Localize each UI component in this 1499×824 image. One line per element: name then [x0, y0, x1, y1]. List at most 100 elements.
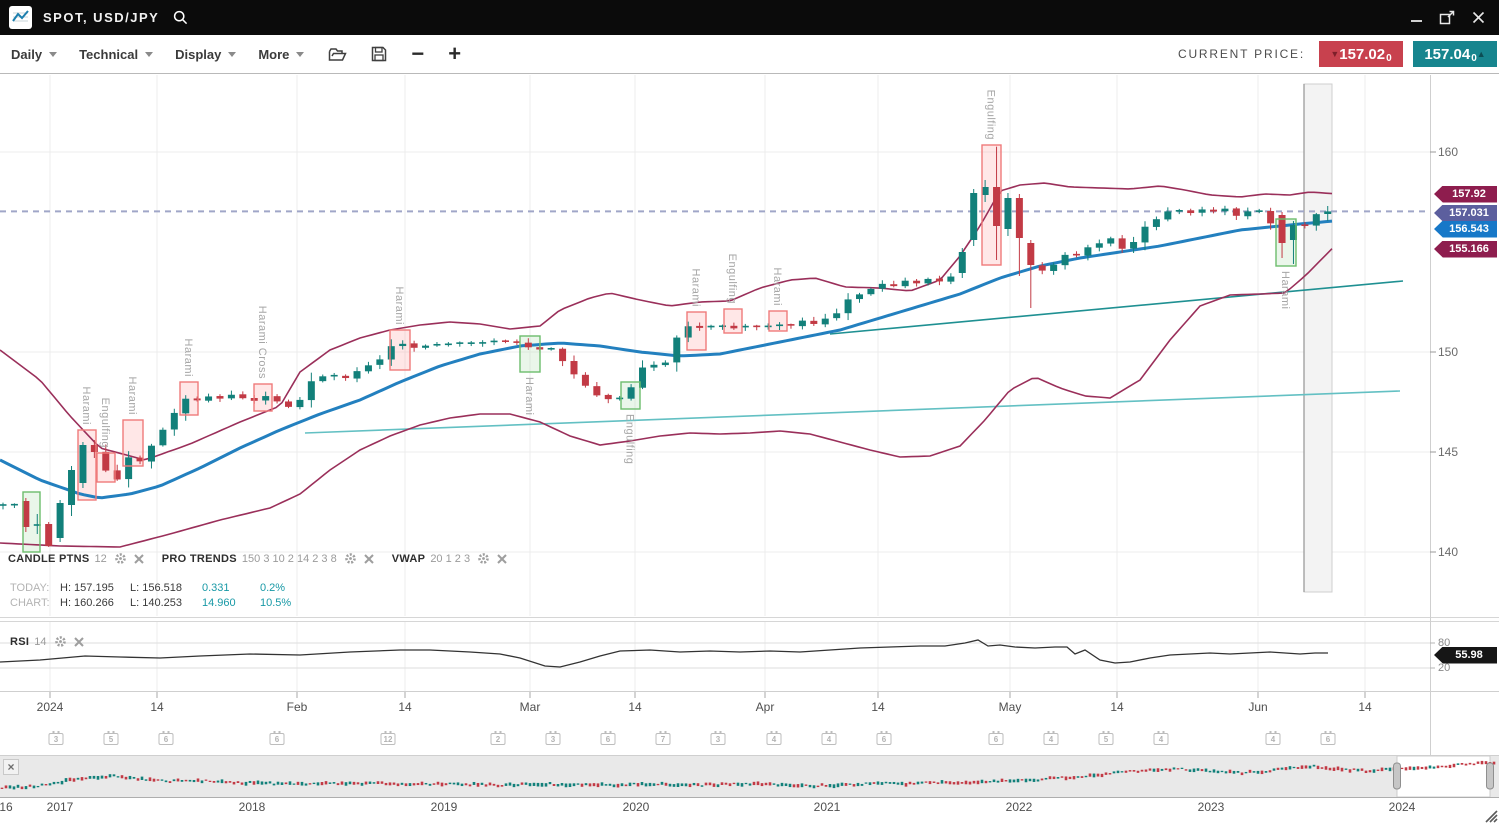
pattern-label: Harami [126, 377, 138, 415]
indicator-pro-trends-params: 150 3 10 2 14 2 3 8 [241, 552, 337, 565]
calendar-event-icon[interactable]: 6 [269, 731, 285, 745]
menu-technical-label: Technical [79, 46, 139, 62]
calendar-event-icon[interactable]: 6 [988, 731, 1004, 745]
calendar-event-icon[interactable]: 3 [48, 731, 64, 745]
price-axis-label: 145 [1438, 445, 1459, 459]
gear-icon[interactable] [344, 552, 357, 565]
date-axis-label: 14 [1110, 700, 1124, 714]
chart-label: CHART: [10, 596, 50, 609]
date-axis-label: 14 [1358, 700, 1372, 714]
title-bar: SPOT, USD/JPY [0, 0, 1499, 35]
indicator-candle-ptns-label: CANDLE PTNS [8, 552, 90, 565]
menu-technical[interactable]: Technical [79, 46, 154, 62]
calendar-event-icon[interactable]: 6 [600, 731, 616, 745]
year-axis-label: 2018 [238, 800, 266, 814]
close-button[interactable] [1467, 7, 1489, 29]
pattern-label: Harami [182, 339, 194, 377]
remove-indicator-icon[interactable] [73, 636, 84, 647]
menu-timeframe[interactable]: Daily [11, 47, 58, 62]
save-icon[interactable] [371, 46, 387, 62]
pattern-label: Engulfing [99, 398, 111, 448]
indicator-vwap-params: 20 1 2 3 [430, 552, 471, 565]
today-label: TODAY: [10, 581, 50, 594]
date-axis-label: 2024 [36, 700, 64, 714]
price-stats: TODAY: H: 157.195 L: 156.518 0.331 0.2% … [10, 580, 291, 610]
indicator-pro-trends-label: PRO TRENDS [161, 552, 237, 565]
arrow-up-icon: ▲ [1476, 48, 1486, 59]
price-tag: 155.166 [1434, 240, 1497, 258]
price-axis-label: 160 [1438, 145, 1459, 159]
calendar-event-icon[interactable]: 7 [655, 731, 671, 745]
year-axis-label: 2021 [813, 800, 841, 814]
rsi-label: RSI [10, 635, 30, 648]
open-folder-icon[interactable] [328, 47, 348, 62]
date-axis-label: 14 [398, 700, 412, 714]
date-axis-label: Feb [286, 700, 308, 714]
menu-display[interactable]: Display [175, 46, 237, 62]
gear-icon[interactable] [114, 552, 127, 565]
chart-change: 14.960 [202, 596, 236, 609]
chart-low: L: 140.253 [130, 596, 182, 609]
popout-window-button[interactable] [1436, 7, 1458, 29]
calendar-event-icon[interactable]: 3 [545, 731, 561, 745]
today-change-pct: 0.2% [260, 581, 286, 594]
ask-price-value: 157.04 [1424, 45, 1471, 63]
menu-display-label: Display [175, 46, 222, 62]
minimize-button[interactable] [1405, 7, 1427, 29]
mini-chart-close-button[interactable]: × [3, 759, 19, 775]
calendar-event-icon[interactable]: 5 [1098, 731, 1114, 745]
chart-change-pct: 10.5% [260, 596, 292, 609]
calendar-event-icon[interactable]: 4 [1153, 731, 1169, 745]
range-handle-left[interactable] [1393, 762, 1401, 790]
indicator-legend: CANDLE PTNS 12 PRO TRENDS 150 3 10 2 14 … [8, 552, 507, 565]
remove-indicator-icon[interactable] [134, 553, 144, 564]
calendar-event-icon[interactable]: 2 [490, 731, 506, 745]
remove-indicator-icon[interactable] [497, 553, 507, 564]
zoom-in-button[interactable]: + [448, 41, 462, 66]
chevron-down-icon [228, 51, 237, 57]
chevron-down-icon [145, 51, 154, 57]
rsi-params: 14 [34, 635, 47, 648]
remove-indicator-icon[interactable] [364, 553, 374, 564]
arrow-down-icon: ▼ [1330, 48, 1340, 59]
calendar-event-icon[interactable]: 6 [1320, 731, 1336, 745]
calendar-event-icon[interactable]: 12 [380, 731, 396, 745]
chevron-down-icon [49, 51, 58, 57]
menu-more-label: More [258, 46, 290, 62]
year-axis-label: 2023 [1197, 800, 1225, 814]
pattern-label: Harami [393, 287, 405, 325]
pattern-label: Harami [80, 387, 92, 425]
price-axis-label: 140 [1438, 545, 1459, 559]
price-tag: 157.92 [1434, 185, 1497, 203]
calendar-event-icon[interactable]: 3 [710, 731, 726, 745]
calendar-event-icon[interactable]: 4 [1265, 731, 1281, 745]
gear-icon[interactable] [477, 552, 490, 565]
date-axis-label: 14 [628, 700, 642, 714]
toolbar: Daily Technical Display More [0, 35, 1499, 74]
pattern-label: Harami Cross [256, 306, 268, 379]
chart-high: H: 160.266 [60, 596, 114, 609]
price-axis-label: 150 [1438, 345, 1459, 359]
calendar-event-icon[interactable]: 4 [821, 731, 837, 745]
bid-pip-digit: 0 [1386, 53, 1392, 64]
calendar-event-icon[interactable]: 4 [1043, 731, 1059, 745]
menu-more[interactable]: More [258, 46, 305, 62]
bid-price-button[interactable]: ▼ 157.02 0 [1319, 41, 1403, 67]
zoom-out-button[interactable]: − [411, 41, 425, 66]
range-handle-right[interactable] [1486, 762, 1494, 790]
date-axis-label: Mar [519, 700, 541, 714]
year-axis-label: 2024 [1388, 800, 1416, 814]
calendar-event-icon[interactable]: 6 [876, 731, 892, 745]
year-axis-label: 2020 [622, 800, 650, 814]
date-axis-label: May [998, 700, 1022, 714]
ask-price-button[interactable]: 157.04 0 ▲ [1413, 41, 1497, 67]
pattern-label: Harami [1279, 271, 1291, 309]
rsi-axis-label: 80 [1438, 637, 1451, 649]
search-icon[interactable] [173, 10, 188, 25]
calendar-event-icon[interactable]: 6 [158, 731, 174, 745]
bid-price-value: 157.02 [1339, 45, 1386, 63]
gear-icon[interactable] [54, 635, 67, 648]
calendar-event-icon[interactable]: 4 [766, 731, 782, 745]
calendar-event-icon[interactable]: 5 [103, 731, 119, 745]
